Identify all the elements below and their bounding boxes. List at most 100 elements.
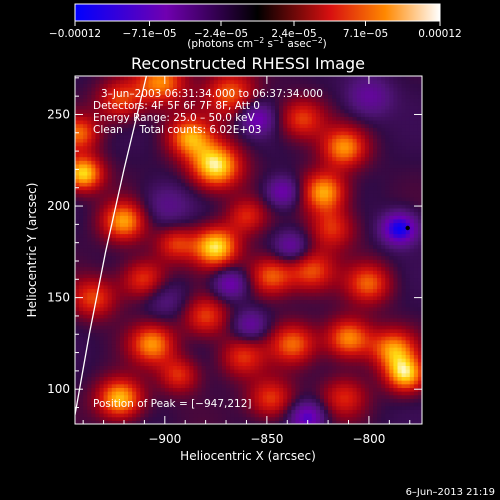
heatmap-cell [136, 270, 141, 275]
heatmap-cell [324, 244, 329, 249]
heatmap-cell [238, 372, 243, 377]
heatmap-cell [377, 288, 382, 293]
heatmap-cell [344, 339, 350, 345]
heatmap-cell [103, 306, 109, 312]
heatmap-cell [340, 347, 346, 352]
heatmap-cell [385, 413, 390, 418]
heatmap-cell [234, 281, 239, 286]
heatmap-cell [401, 343, 407, 348]
heatmap-cell [360, 218, 366, 224]
heatmap-cell [95, 343, 101, 348]
heatmap-cell [197, 394, 203, 399]
heatmap-cell [299, 281, 305, 286]
heatmap-cell [144, 259, 150, 264]
heatmap-cell [140, 336, 145, 341]
heatmap-cell [79, 273, 84, 279]
heatmap-cell [373, 361, 378, 366]
heatmap-cell [279, 343, 284, 348]
heatmap-cell [409, 358, 415, 363]
heatmap-cell [177, 372, 182, 377]
heatmap-cell [234, 376, 239, 381]
heatmap-cell [409, 376, 415, 381]
heatmap-cell [83, 229, 88, 235]
heatmap-cell [319, 394, 325, 399]
heatmap-cell [279, 394, 284, 399]
heatmap-cell [368, 310, 374, 315]
heatmap-cell [413, 343, 419, 348]
heatmap-cell [258, 270, 264, 275]
heatmap-cell [409, 350, 415, 355]
heatmap-cell [189, 299, 194, 304]
heatmap-cell [189, 361, 194, 366]
heatmap-cell [119, 270, 125, 275]
heatmap-cell [307, 339, 313, 345]
heatmap-cell [119, 339, 125, 345]
heatmap-cell [287, 273, 292, 279]
heatmap-cell [152, 394, 158, 399]
heatmap-cell [75, 251, 80, 257]
heatmap-cell [246, 211, 252, 216]
heatmap-cell [140, 420, 145, 424]
heatmap-cell [79, 365, 84, 370]
heatmap-cell [303, 295, 309, 301]
heatmap-cell [364, 416, 370, 421]
heatmap-cell [254, 255, 260, 260]
heatmap-cell [99, 383, 105, 388]
heatmap-cell [381, 273, 386, 279]
heatmap-cell [136, 413, 141, 418]
heatmap-cell [148, 218, 154, 224]
heatmap-cell [275, 328, 280, 334]
heatmap-cell [197, 336, 203, 341]
heatmap-cell [238, 376, 243, 381]
heatmap-cell [168, 314, 174, 319]
heatmap-cell [340, 332, 346, 337]
heatmap-cell [324, 383, 329, 388]
heatmap-cell [258, 233, 264, 238]
heatmap-cell [393, 420, 399, 424]
heatmap-cell [340, 284, 346, 290]
heatmap-cell [254, 273, 260, 279]
heatmap-cell [328, 284, 333, 290]
heatmap-cell [401, 284, 407, 290]
heatmap-cell [144, 347, 150, 352]
heatmap-cell [328, 295, 333, 301]
heatmap-cell [299, 288, 305, 293]
heatmap-cell [177, 273, 182, 279]
heatmap-cell [275, 237, 280, 242]
heatmap-cell [385, 325, 390, 330]
heatmap-cell [91, 314, 97, 319]
heatmap-cell [128, 317, 133, 323]
heatmap-cell [299, 229, 305, 235]
heatmap-cell [299, 402, 305, 407]
heatmap-cell [389, 391, 395, 396]
heatmap-cell [250, 314, 256, 319]
heatmap-cell [226, 380, 231, 385]
heatmap-cell [332, 270, 337, 275]
heatmap-cell [123, 288, 129, 293]
heatmap-cell [250, 277, 256, 282]
heatmap-cell [254, 284, 260, 290]
heatmap-cell [172, 328, 178, 334]
heatmap-cell [303, 409, 309, 414]
heatmap-cell [417, 266, 422, 271]
heatmap-cell [344, 420, 350, 424]
heatmap-cell [385, 391, 390, 396]
heatmap-cell [128, 240, 133, 246]
heatmap-cell [119, 413, 125, 418]
heatmap-cell [234, 416, 239, 421]
heatmap-cell [344, 281, 350, 286]
heatmap-cell [348, 347, 354, 352]
heatmap-cell [148, 255, 154, 260]
heatmap-cell [168, 303, 174, 308]
heatmap-cell [401, 332, 407, 337]
heatmap-cell [336, 262, 341, 268]
heatmap-cell [405, 317, 411, 323]
heatmap-cell [348, 233, 354, 238]
heatmap-cell [393, 248, 399, 253]
heatmap-cell [185, 369, 190, 374]
heatmap-cell [385, 332, 390, 337]
heatmap-cell [128, 303, 133, 308]
heatmap-cell [128, 321, 133, 326]
heatmap-cell [417, 325, 422, 330]
heatmap-cell [368, 328, 374, 334]
